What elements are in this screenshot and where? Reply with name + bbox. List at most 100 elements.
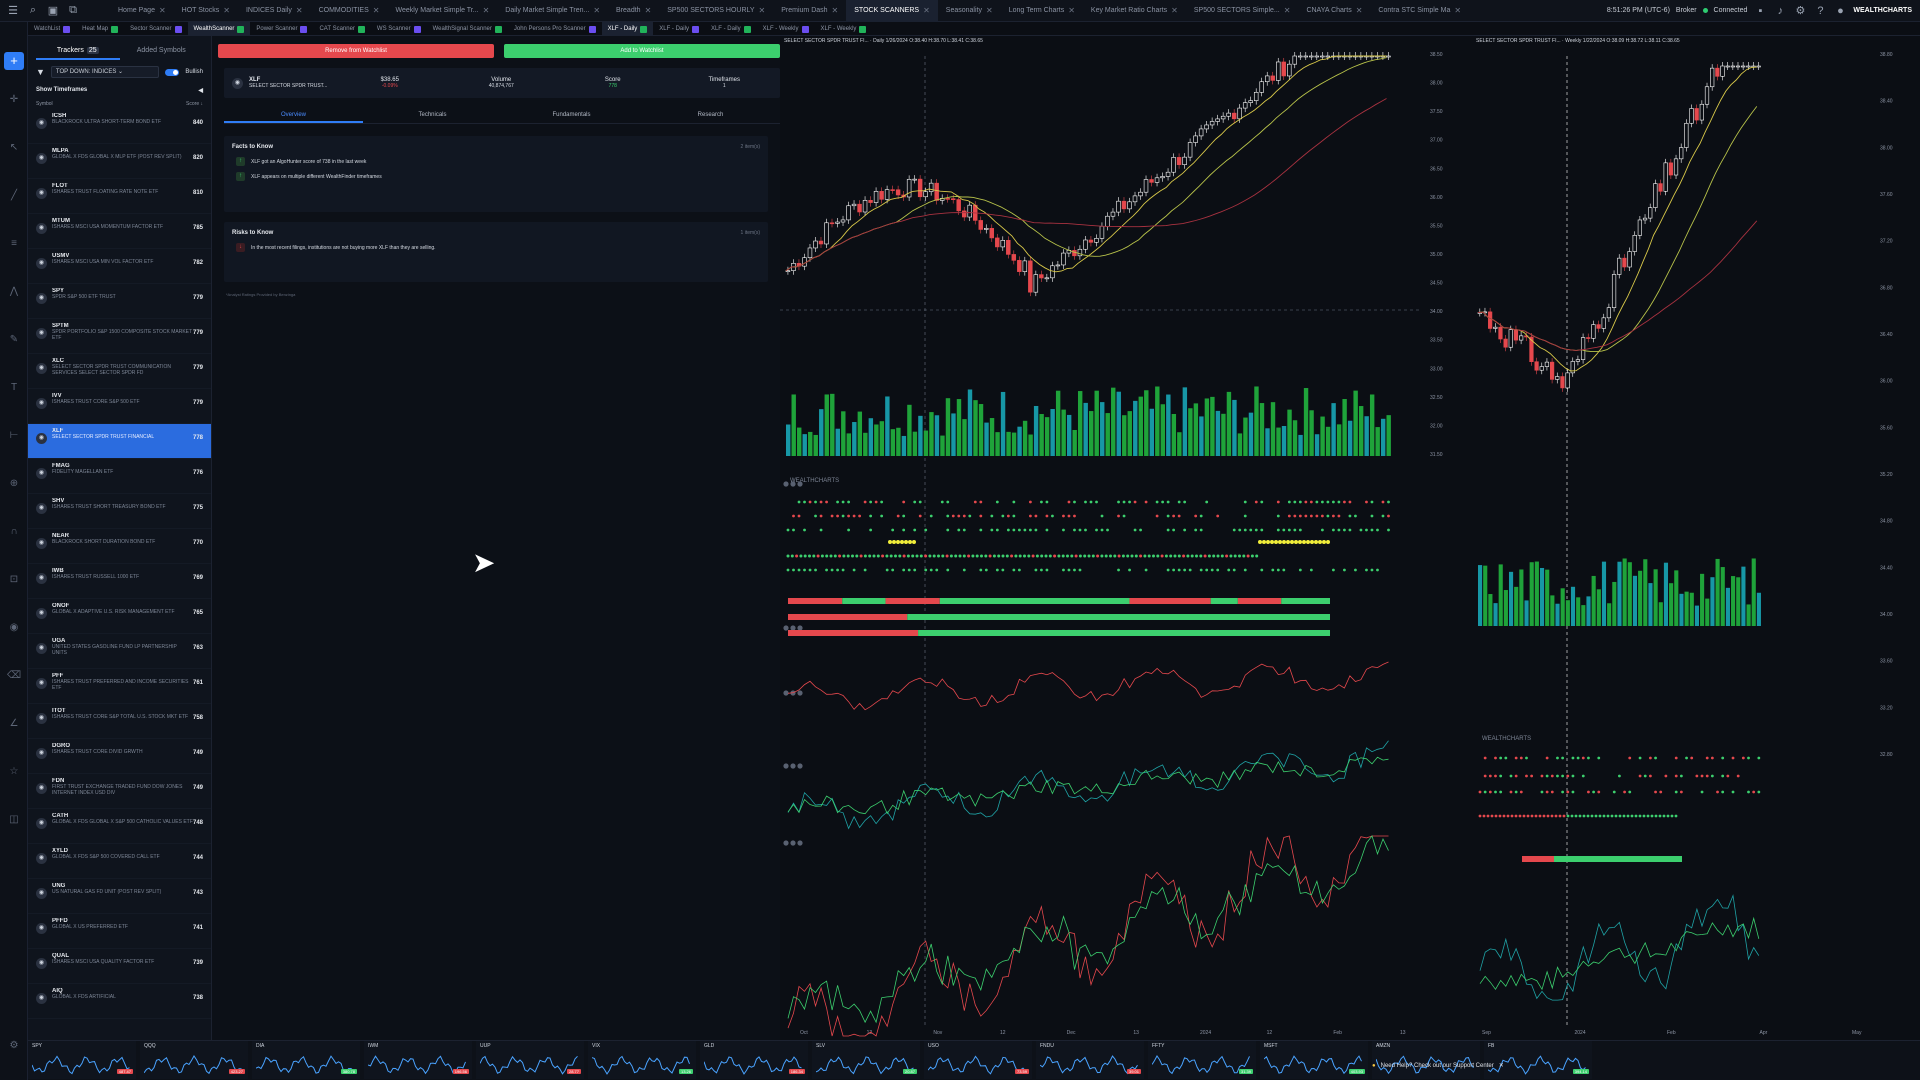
brush-icon[interactable]: ✎	[9, 334, 19, 345]
list-item[interactable]: ◉ MTUM ISHARES MSCI USA MOMENTUM FACTOR ET…	[28, 214, 211, 249]
settings-icon[interactable]: ⚙	[9, 1040, 19, 1051]
zoom-icon[interactable]: ⊕	[9, 478, 19, 489]
list-item[interactable]: ◉ XLC SELECT SECTOR SPDR TRUST COMMUNICATI…	[28, 354, 211, 389]
list-item[interactable]: ◉ NEAR BLACKROCK SHORT DURATION BOND ETF 77…	[28, 529, 211, 564]
list-item[interactable]: ◉ SHV ISHARES TRUST SHORT TREASURY BOND ET…	[28, 494, 211, 529]
workspace-tab[interactable]: COMMODITIES ✕	[311, 0, 388, 22]
close-icon[interactable]: ✕	[986, 6, 993, 15]
indicator-control-icon[interactable]	[783, 840, 789, 846]
indicator-control-icon[interactable]	[790, 481, 796, 487]
indicator-control-icon[interactable]	[797, 840, 803, 846]
close-icon[interactable]: ✕	[372, 6, 380, 15]
list-item[interactable]: ◉ FDN FIRST TRUST EXCHANGE TRADED FUND DOW…	[28, 774, 211, 809]
close-icon[interactable]: ✕	[1283, 6, 1291, 15]
bell-icon[interactable]: ♪	[1777, 4, 1784, 17]
panel-tab[interactable]: XLF - Daily	[653, 22, 705, 36]
close-icon[interactable]: ✕	[1068, 6, 1075, 15]
layout-icon[interactable]: ▣	[47, 5, 59, 17]
workspace-tab[interactable]: Long Term Charts ✕	[1001, 0, 1083, 22]
filter-select[interactable]: TOP DOWN: INDICES ⌄	[50, 66, 160, 78]
crosshair-icon[interactable]: ✛	[9, 94, 19, 105]
daily-chart[interactable]: 38.50 38.00 37.50 37.00 36.50 36.00 35.50 35.00…	[780, 36, 1470, 1040]
list-item[interactable]: ◉ UGA UNITED STATES GASOLINE FUND LP PARTN…	[28, 634, 211, 669]
mini-chart[interactable]: DIA 380.78	[252, 1041, 360, 1079]
list-item[interactable]: ◉ CATH GLOBAL X FDS GLOBAL X S&P 500 CATHO…	[28, 809, 211, 844]
close-icon[interactable]: ✕	[758, 6, 766, 15]
list-item[interactable]: ◉ ITOT ISHARES TRUST CORE S&P TOTAL U.S. S…	[28, 704, 211, 739]
time-axis[interactable]: Sep 2024 Feb Apr May	[1482, 1030, 1862, 1036]
indicator-control-icon[interactable]	[790, 625, 796, 631]
close-icon[interactable]: ✕	[1171, 6, 1178, 15]
close-icon[interactable]: ✕	[223, 6, 230, 15]
list-item[interactable]: ◉ AIQ GLOBAL X FDS ARTIFICIAL 738	[28, 984, 211, 1019]
workspace-tab[interactable]: Weekly Market Simple Tr... ✕	[387, 0, 497, 22]
indicator-controls[interactable]	[783, 840, 803, 846]
list-item[interactable]: ◉ ONOF GLOBAL X ADAPTIVE U.S. RISK MANAGEM…	[28, 599, 211, 634]
lock-icon[interactable]: ⊡	[9, 574, 19, 585]
search-icon[interactable]: ⌕	[29, 4, 37, 16]
list-item[interactable]: ◉ UNG US NATURAL GAS FD UNIT (POST REV SPL…	[28, 879, 211, 914]
panel-tab[interactable]: XLF - Daily	[705, 22, 757, 36]
ruler-icon[interactable]: ∠	[9, 718, 19, 729]
price-axis[interactable]: 38.50 38.00 37.50 37.00 36.50 36.00 35.50 35.00…	[1430, 52, 1443, 458]
mini-chart[interactable]: FNDU 39.01	[1036, 1041, 1144, 1079]
close-icon[interactable]: ✕	[593, 6, 601, 15]
close-icon[interactable]: ✕	[923, 6, 930, 15]
panel-tab[interactable]: CAT Scanner	[313, 22, 370, 36]
panel-tab[interactable]: WealthSignal Scanner	[427, 22, 508, 36]
indicator-control-icon[interactable]	[790, 763, 796, 769]
tab-research[interactable]: Research	[697, 112, 724, 118]
indicator-control-icon[interactable]	[783, 690, 789, 696]
daily-chart-canvas[interactable]: 38.50 38.00 37.50 37.00 36.50 36.00 35.50 35.00…	[780, 36, 1470, 1040]
list-item[interactable]: ◉ IWB ISHARES TRUST RUSSELL 1000 ETF 769	[28, 564, 211, 599]
panel-tab[interactable]: Power Scanner	[250, 22, 313, 36]
mini-chart[interactable]: USO 73.59	[924, 1041, 1032, 1079]
tab-technicals[interactable]: Technicals	[418, 112, 447, 118]
weekly-chart[interactable]: 38.80 38.40 38.00 37.60 37.20 36.80 36.40 36.00…	[1472, 36, 1920, 1040]
panel-tab[interactable]: XLF - Weekly	[757, 22, 815, 36]
close-icon[interactable]: ✕	[1454, 6, 1462, 15]
list-item[interactable]: ◉ SPY SPDR S&P 500 ETF TRUST 779	[28, 284, 211, 319]
workspace-tab[interactable]: Key Market Ratio Charts ✕	[1083, 0, 1186, 22]
indicator-control-icon[interactable]	[797, 625, 803, 631]
remove-from-watchlist-button[interactable]: Remove from Watchlist	[218, 44, 494, 58]
save-icon[interactable]: ▪	[1758, 4, 1763, 17]
indicator-controls[interactable]	[783, 625, 803, 631]
close-icon[interactable]: ✕	[295, 6, 303, 15]
star-icon[interactable]: ☆	[9, 766, 19, 777]
close-icon[interactable]: ✕	[158, 6, 166, 15]
tab-trackers[interactable]: Trackers 25	[36, 42, 120, 60]
indicator-control-icon[interactable]	[797, 481, 803, 487]
workspace-tab[interactable]: Breadth ✕	[608, 0, 659, 22]
list-item[interactable]: ◉ XLF SELECT SECTOR SPDR TRUST FINANCIAL 77…	[28, 424, 211, 459]
bullish-toggle[interactable]	[165, 68, 180, 76]
indicator-control-icon[interactable]	[797, 763, 803, 769]
mini-chart[interactable]: SPY 487.47	[28, 1041, 136, 1079]
price-axis[interactable]: 38.80 38.40 38.00 37.60 37.20 36.80 36.40 36.00…	[1880, 52, 1893, 758]
list-item[interactable]: ◉ IVV ISHARES TRUST CORE S&P 500 ETF 779	[28, 389, 211, 424]
col-symbol[interactable]: Symbol	[36, 101, 53, 107]
show-timeframes[interactable]: Show Timeframes ◀	[28, 84, 211, 97]
tab-fundamentals[interactable]: Fundamentals	[552, 112, 591, 118]
weekly-chart-canvas[interactable]: 38.80 38.40 38.00 37.60 37.20 36.80 36.40 36.00…	[1472, 36, 1920, 1040]
windows-icon[interactable]: ⧉	[69, 4, 77, 16]
fib-icon[interactable]: ≡	[11, 238, 17, 249]
workspace-tab[interactable]: STOCK SCANNERS ✕	[846, 0, 938, 22]
add-icon[interactable]: +	[4, 52, 24, 70]
indicator-control-icon[interactable]	[783, 763, 789, 769]
list-item[interactable]: ◉ FMAG FIDELITY MAGELLAN ETF 776	[28, 459, 211, 494]
add-to-watchlist-button[interactable]: Add to Watchlist	[504, 44, 780, 58]
indicator-controls[interactable]	[783, 481, 803, 487]
panel-tab[interactable]: WealthScanner	[187, 22, 251, 36]
trendline-icon[interactable]: ╱	[10, 190, 18, 201]
indicator-control-icon[interactable]	[797, 690, 803, 696]
text-icon[interactable]: T	[10, 382, 18, 393]
workspace-tab[interactable]: INDICES Daily ✕	[238, 0, 311, 22]
mini-chart[interactable]: QQQ 423.27	[140, 1041, 248, 1079]
workspace-tab[interactable]: Contra STC Simple Ma ✕	[1370, 0, 1469, 22]
indicator-control-icon[interactable]	[783, 481, 789, 487]
cursor-icon[interactable]: ↖	[9, 142, 19, 153]
workspace-tab[interactable]: SP500 SECTORS HOURLY ✕	[659, 0, 773, 22]
help-icon[interactable]: ?	[1817, 4, 1824, 17]
close-icon[interactable]: ✕	[644, 6, 652, 15]
